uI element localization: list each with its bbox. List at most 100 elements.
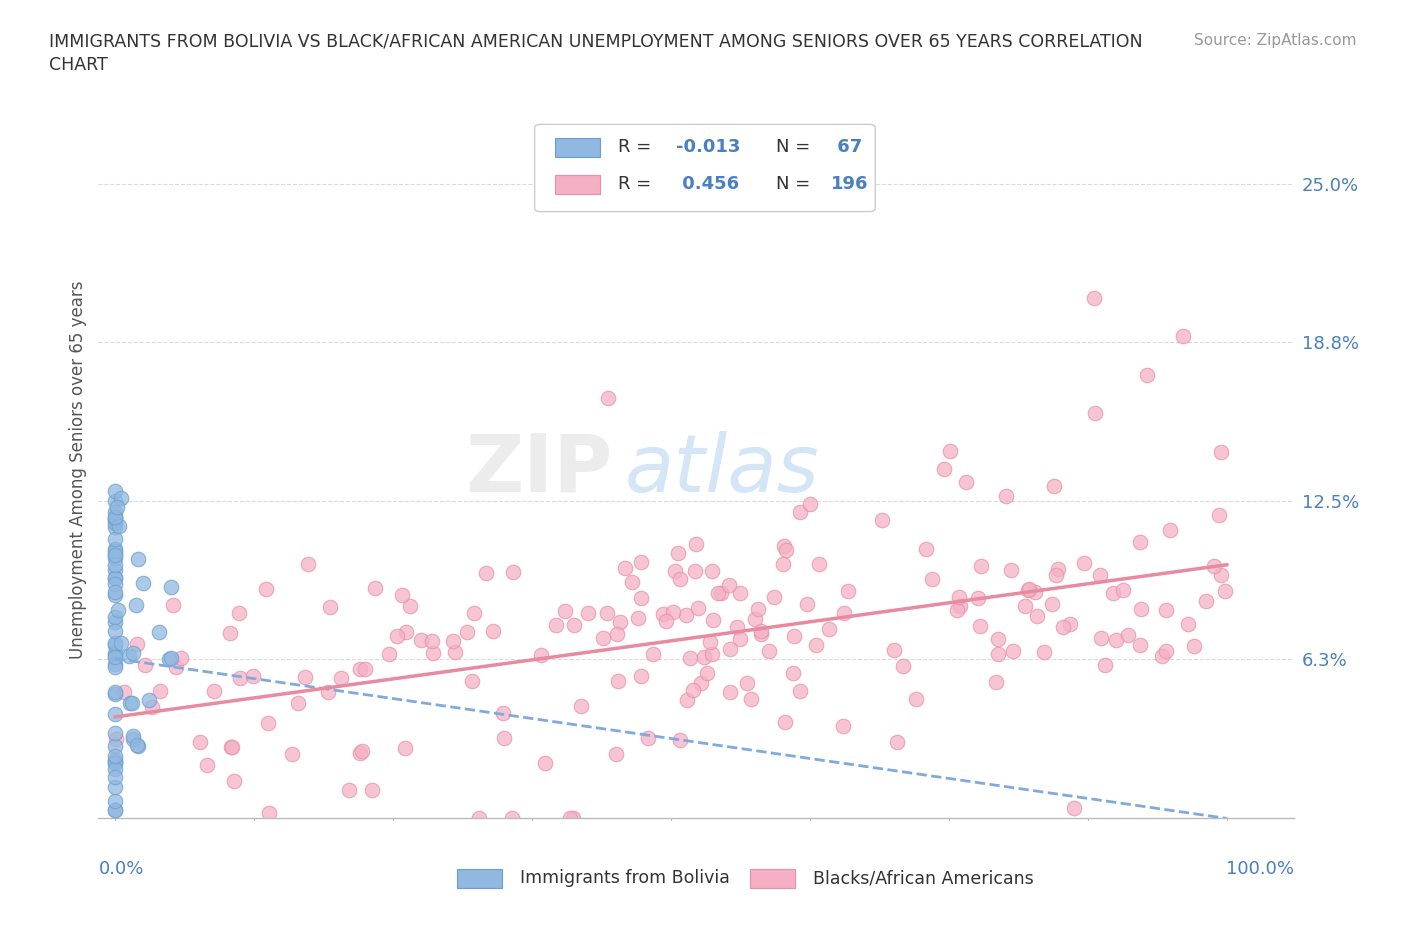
Text: 100.0%: 100.0% — [1226, 860, 1294, 878]
Point — [148, 625, 170, 640]
Point — [804, 638, 827, 653]
Point — [1052, 620, 1074, 635]
Point — [891, 658, 914, 673]
Point — [104, 779, 127, 794]
Point — [157, 651, 180, 666]
Point — [789, 504, 811, 519]
Point — [655, 614, 678, 629]
Point — [188, 734, 211, 749]
Point — [700, 646, 723, 661]
Point — [461, 673, 484, 688]
Point — [1116, 628, 1139, 643]
Point — [915, 542, 938, 557]
Point — [693, 649, 716, 664]
Point — [165, 659, 187, 674]
Point — [104, 749, 127, 764]
Point — [441, 633, 464, 648]
Point — [104, 646, 127, 661]
Point — [121, 646, 143, 661]
Point — [104, 570, 127, 585]
Point — [807, 557, 830, 572]
Point — [1211, 445, 1233, 459]
Point — [987, 632, 1010, 647]
Point — [921, 571, 943, 586]
Point — [134, 658, 156, 672]
Point — [132, 575, 155, 590]
Point — [104, 802, 127, 817]
FancyBboxPatch shape — [555, 175, 600, 194]
Point — [717, 578, 740, 592]
Point — [686, 601, 709, 616]
Point — [104, 563, 127, 578]
Point — [1014, 598, 1036, 613]
Point — [758, 644, 780, 658]
Point — [1173, 329, 1195, 344]
Point — [710, 586, 733, 601]
Point — [104, 584, 127, 599]
Point — [832, 605, 855, 620]
Point — [707, 585, 730, 600]
Point — [219, 626, 242, 641]
Point — [242, 669, 264, 684]
Point — [605, 746, 627, 761]
Point — [1177, 617, 1199, 631]
Point — [104, 686, 127, 701]
Point — [534, 756, 557, 771]
Point — [1154, 603, 1177, 618]
Point — [1025, 608, 1047, 623]
Point — [679, 651, 702, 666]
Text: R =: R = — [619, 176, 657, 193]
Point — [664, 564, 686, 578]
Point — [955, 474, 977, 489]
Point — [1208, 508, 1230, 523]
Point — [747, 602, 769, 617]
Text: IMMIGRANTS FROM BOLIVIA VS BLACK/AFRICAN AMERICAN UNEMPLOYMENT AMONG SENIORS OVE: IMMIGRANTS FROM BOLIVIA VS BLACK/AFRICAN… — [49, 33, 1143, 50]
Point — [104, 510, 127, 525]
Point — [121, 696, 143, 711]
Point — [1129, 637, 1152, 652]
Point — [349, 746, 371, 761]
Point — [104, 505, 127, 520]
Point — [104, 548, 127, 563]
Point — [104, 516, 127, 531]
Point — [104, 610, 127, 625]
Point — [1042, 479, 1064, 494]
Point — [637, 730, 659, 745]
Text: CHART: CHART — [49, 56, 108, 73]
Point — [1101, 585, 1123, 600]
FancyBboxPatch shape — [555, 138, 600, 157]
Point — [1182, 638, 1205, 653]
Point — [1017, 582, 1039, 597]
Point — [789, 684, 811, 698]
Point — [1209, 567, 1232, 582]
Text: N =: N = — [776, 176, 815, 193]
Point — [127, 551, 149, 566]
Point — [195, 757, 218, 772]
Point — [662, 604, 685, 619]
Point — [170, 651, 193, 666]
Point — [160, 650, 183, 665]
Point — [967, 591, 990, 605]
Point — [118, 648, 141, 663]
Point — [870, 512, 893, 527]
Text: 196: 196 — [831, 176, 869, 193]
Point — [782, 665, 804, 680]
Point — [576, 605, 599, 620]
Point — [613, 561, 636, 576]
Point — [596, 605, 619, 620]
Point — [675, 607, 697, 622]
Point — [104, 803, 127, 817]
Point — [749, 623, 772, 638]
Point — [354, 661, 377, 676]
Point — [297, 557, 319, 572]
Point — [630, 669, 652, 684]
Point — [104, 623, 127, 638]
Point — [799, 497, 821, 512]
Point — [104, 769, 127, 784]
Point — [104, 531, 127, 546]
Point — [1000, 563, 1022, 578]
Point — [104, 649, 127, 664]
Point — [699, 635, 721, 650]
Point — [643, 646, 665, 661]
Point — [149, 684, 172, 698]
